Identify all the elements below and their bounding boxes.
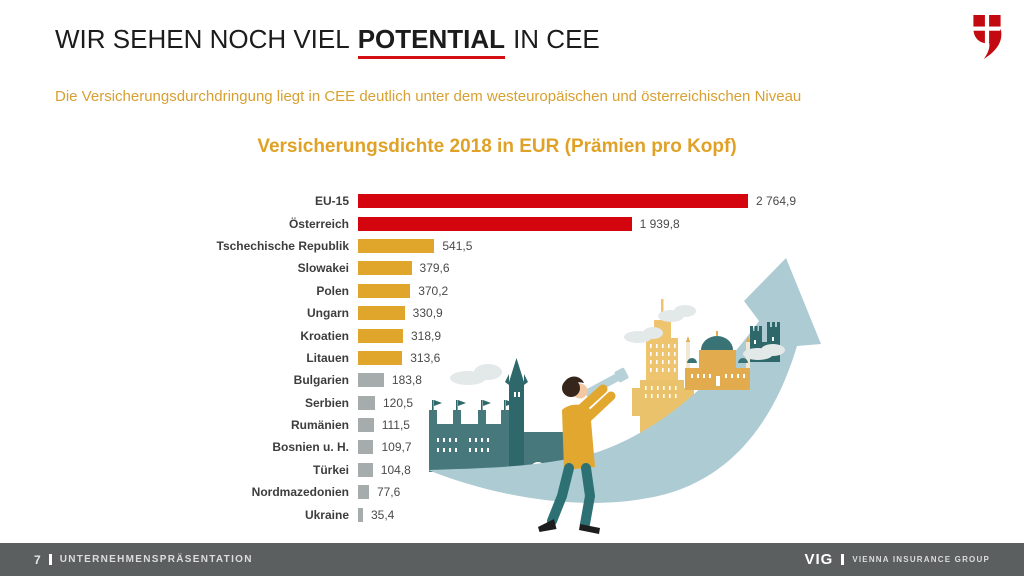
chart-row: Slowakei 379,6 — [66, 257, 796, 279]
footer-section-label: UNTERNEHMENSPRÄSENTATION — [59, 554, 253, 565]
category-label: Ukraine — [304, 507, 349, 522]
value-label: 541,5 — [442, 238, 473, 253]
value-bar — [358, 440, 374, 455]
value-bar — [358, 462, 373, 477]
category-label: Österreich — [288, 216, 349, 231]
separator-bar — [841, 554, 845, 565]
chart-row: EU-15 2 764,9 — [66, 190, 796, 212]
chart-row: Kroatien 318,9 — [66, 324, 796, 346]
value-bar — [358, 238, 435, 253]
value-label: 109,7 — [381, 440, 412, 455]
category-label: Ungarn — [307, 306, 349, 321]
chart-row: Bosnien u. H. 109,7 — [66, 436, 796, 458]
chart-row: Österreich 1 939,8 — [66, 212, 796, 234]
value-label: 379,6 — [419, 261, 450, 276]
chart-row: Ukraine 35,4 — [66, 503, 796, 525]
value-label: 104,8 — [380, 462, 411, 477]
category-label: Kroatien — [300, 328, 349, 343]
category-label: Polen — [316, 283, 349, 298]
chart-row: Serbien 120,5 — [66, 392, 796, 414]
category-label: Tschechische Republik — [216, 238, 350, 253]
category-label: Serbien — [304, 395, 349, 410]
chart-row: Rumänien 111,5 — [66, 414, 796, 436]
footer-left: 7 UNTERNEHMENSPRÄSENTATION — [34, 553, 253, 567]
category-label: Rumänien — [290, 418, 349, 433]
chart-row: Nordmazedonien 77,6 — [66, 481, 796, 503]
category-label: EU-15 — [314, 194, 349, 209]
title-post: IN CEE — [513, 24, 600, 54]
value-bar — [358, 418, 374, 433]
value-label: 111,5 — [381, 418, 410, 433]
value-label: 120,5 — [382, 395, 414, 410]
bar-chart: EU-15 2 764,9 Österreich 1 939,8 Tschechisch… — [66, 190, 796, 526]
value-label: 35,4 — [370, 507, 395, 522]
value-bar — [358, 306, 405, 321]
value-label: 77,6 — [376, 485, 401, 500]
title-highlight: POTENTIAL — [357, 24, 506, 59]
chart-row: Tschechische Republik 541,5 — [66, 235, 796, 257]
category-label: Bosnien u. H. — [272, 440, 349, 455]
value-label: 370,2 — [418, 283, 449, 298]
value-label: 318,9 — [410, 328, 441, 343]
value-bar — [358, 216, 632, 231]
value-label: 1 939,8 — [639, 216, 680, 231]
chart-title: Versicherungsdichte 2018 in EUR (Prämien… — [257, 136, 737, 157]
separator-bar — [48, 554, 52, 565]
page-number: 7 — [34, 552, 41, 567]
category-label: Nordmazedonien — [251, 485, 349, 500]
chart-row: Litauen 313,6 — [66, 347, 796, 369]
value-bar — [358, 373, 384, 388]
category-label: Slowakei — [297, 261, 349, 276]
slide-subtitle: Die Versicherungsdurchdringung liegt in … — [55, 88, 802, 105]
category-label: Bulgarien — [293, 373, 349, 388]
brand-short: VIG — [804, 551, 834, 568]
vig-shield-logo-icon — [972, 14, 1002, 59]
value-bar — [358, 350, 403, 365]
brand-long: VIENNA INSURANCE GROUP — [852, 555, 990, 564]
value-bar — [358, 194, 748, 209]
value-bar — [358, 328, 403, 343]
chart-row: Bulgarien 183,8 — [66, 369, 796, 391]
value-label: 313,6 — [410, 350, 441, 365]
value-label: 330,9 — [412, 306, 443, 321]
value-label: 183,8 — [391, 373, 422, 388]
chart-row: Ungarn 330,9 — [66, 302, 796, 324]
title-pre: WIR SEHEN NOCH VIEL — [55, 24, 350, 54]
value-bar — [358, 261, 412, 276]
value-bar — [358, 395, 375, 410]
footer-brand: VIG VIENNA INSURANCE GROUP — [804, 551, 990, 568]
value-bar — [358, 485, 369, 500]
value-label: 2 764,9 — [756, 194, 797, 209]
chart-row: Polen 370,2 — [66, 280, 796, 302]
category-label: Türkei — [312, 462, 349, 477]
slide-title: WIR SEHEN NOCH VIEL POTENTIAL IN CEE — [55, 24, 600, 59]
value-bar — [358, 507, 363, 522]
value-bar — [358, 283, 411, 298]
category-label: Litauen — [306, 350, 349, 365]
footer: 7 UNTERNEHMENSPRÄSENTATION VIG VIENNA IN… — [0, 543, 1024, 576]
chart-row: Türkei 104,8 — [66, 459, 796, 481]
